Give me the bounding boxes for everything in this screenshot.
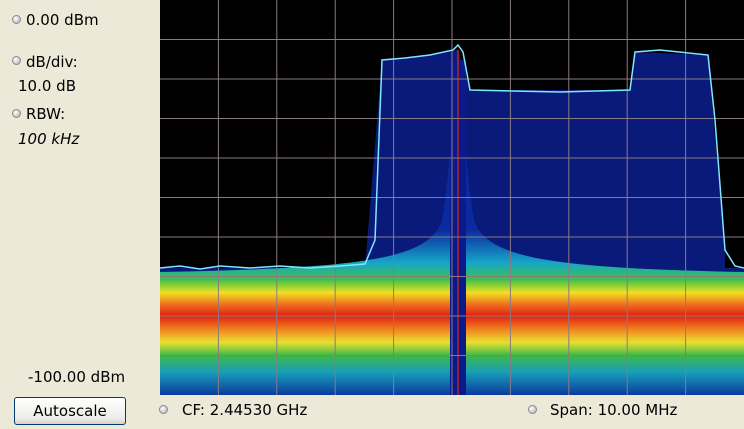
bottom-level: -100.00 dBm xyxy=(28,368,126,386)
span[interactable]: Span: 10.00 MHz xyxy=(550,401,678,419)
bullet xyxy=(528,405,537,414)
rbw-value[interactable]: 100 kHz xyxy=(18,130,80,148)
scale-value[interactable]: 10.0 dB xyxy=(18,77,76,95)
bullet xyxy=(159,405,168,414)
bullet xyxy=(12,109,21,118)
reference-level[interactable]: 0.00 dBm xyxy=(26,11,99,29)
center-frequency[interactable]: CF: 2.44530 GHz xyxy=(182,401,308,419)
bullet xyxy=(12,56,21,65)
scale-label: dB/div: xyxy=(26,53,78,71)
trace xyxy=(160,43,744,270)
rbw-label: RBW: xyxy=(26,105,66,123)
autoscale-button[interactable]: Autoscale xyxy=(14,397,126,425)
spectrum-display xyxy=(160,0,744,395)
bullet xyxy=(12,15,21,24)
